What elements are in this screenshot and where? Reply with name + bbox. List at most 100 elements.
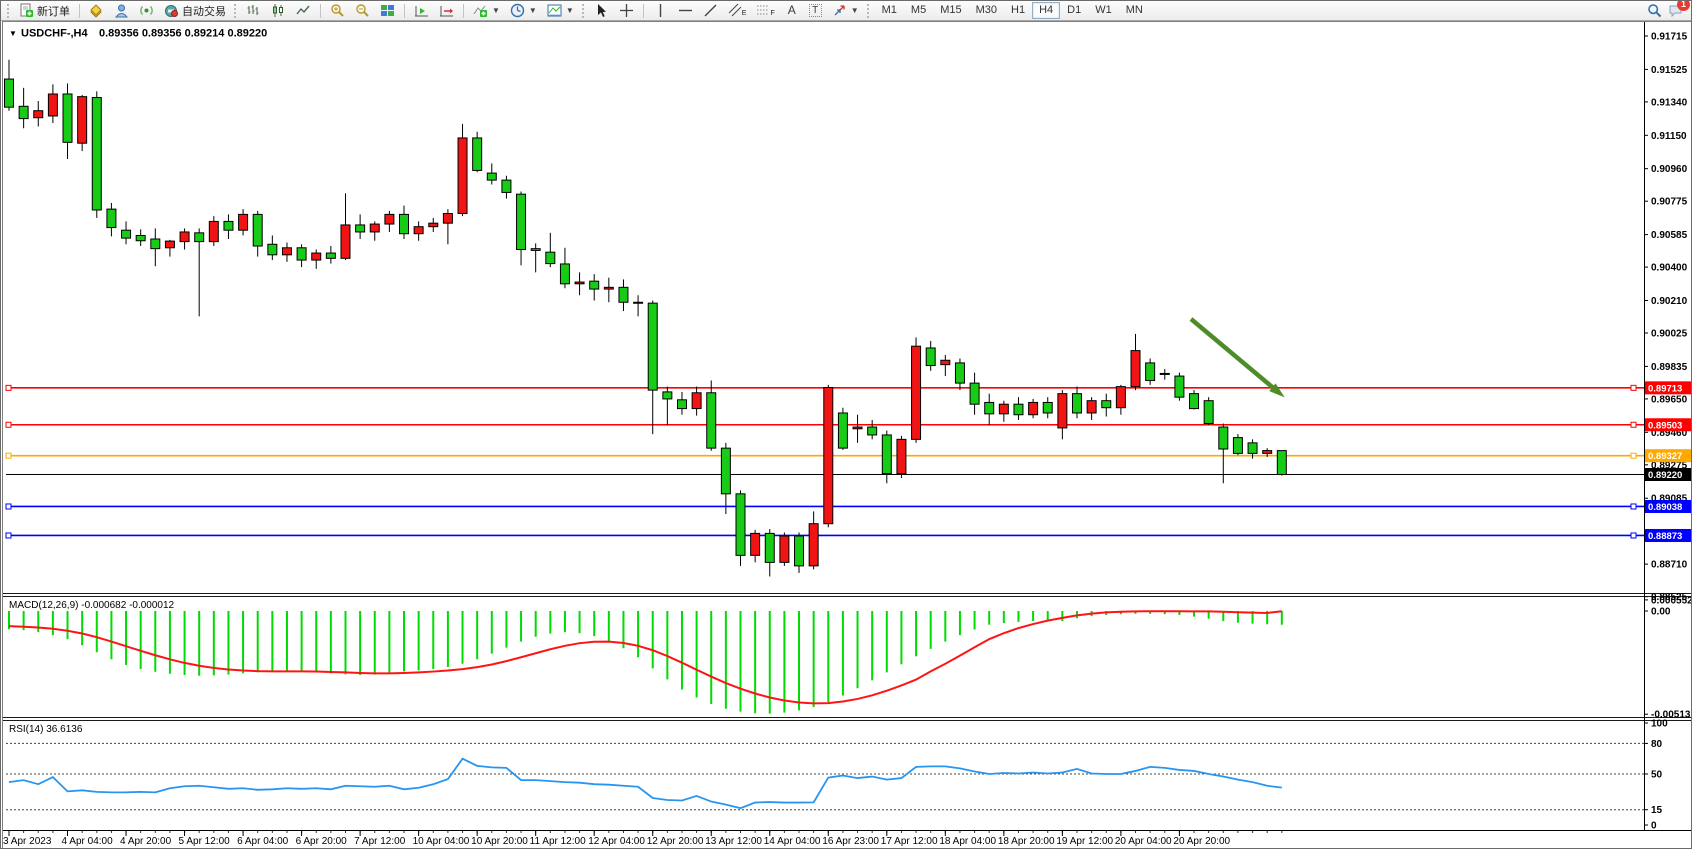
candle-bullish: [1057, 393, 1068, 429]
indicators-icon: [473, 5, 487, 17]
cursor-icon: [597, 4, 606, 17]
panel-separator[interactable]: [3, 593, 1691, 596]
line-anchor-marker[interactable]: [1630, 384, 1637, 391]
toolbar-grip[interactable]: [7, 3, 11, 18]
line-anchor-marker[interactable]: [5, 532, 12, 539]
line-anchor-marker[interactable]: [5, 384, 12, 391]
horizontal-line-button[interactable]: [674, 2, 697, 20]
toolbar-right-group: 1: [1647, 1, 1690, 18]
templates-icon: [547, 4, 562, 17]
chart-candlesticks-button[interactable]: [267, 2, 290, 20]
symbol-dropdown-icon: ▼: [9, 29, 17, 38]
candle-bearish: [589, 280, 600, 290]
cursor-button[interactable]: [590, 2, 613, 20]
equidistant-channel-button[interactable]: E: [724, 2, 751, 20]
line-anchor-marker[interactable]: [1630, 532, 1637, 539]
arrows-button[interactable]: ▼: [828, 2, 863, 20]
candle-bullish: [33, 110, 44, 119]
candle-bullish: [779, 535, 790, 563]
candle-bullish: [238, 213, 249, 231]
candle-bullish: [340, 224, 351, 259]
vertical-line-button[interactable]: [649, 2, 672, 20]
time-scale-label: 7 Apr 12:00: [354, 836, 406, 847]
fibonacci-icon: [757, 5, 769, 15]
toolbar-grip[interactable]: [866, 3, 871, 18]
candle-bullish: [369, 223, 380, 233]
chart-bars-button[interactable]: [242, 2, 265, 20]
toolbar-grip[interactable]: [234, 3, 238, 18]
chart-shift-button[interactable]: [435, 2, 458, 20]
candle-bullish: [896, 438, 907, 475]
timeframe-button-d1[interactable]: D1: [1067, 4, 1082, 16]
trendline-icon: [704, 4, 717, 17]
timeframe-button-h1[interactable]: H1: [1011, 4, 1026, 16]
quotes-button[interactable]: [85, 2, 108, 20]
templates-button[interactable]: ▼: [543, 2, 578, 20]
candle-bullish: [208, 220, 219, 243]
line-anchor-marker[interactable]: [1630, 452, 1637, 459]
candle-bearish: [984, 401, 995, 415]
tile-windows-button[interactable]: [376, 2, 399, 20]
candle-bullish: [998, 403, 1009, 415]
profiles-button[interactable]: [110, 2, 133, 20]
auto-scroll-button[interactable]: [410, 2, 433, 20]
fibonacci-button[interactable]: F: [752, 2, 778, 20]
price-scale-label: 0.90025: [1651, 329, 1688, 340]
candle-bullish: [808, 523, 819, 567]
candle-bearish: [194, 232, 205, 243]
timeframe-button-h4[interactable]: H4: [1032, 2, 1061, 19]
timeframe-button-m15[interactable]: M15: [940, 4, 962, 16]
search-icon[interactable]: [1647, 3, 1662, 18]
candle-bullish: [281, 247, 292, 256]
periods-button[interactable]: ▼: [506, 2, 541, 20]
chart-line-button[interactable]: [292, 2, 315, 20]
timeframe-button-m1[interactable]: M1: [881, 4, 897, 16]
timeframe-button-m30[interactable]: M30: [975, 4, 998, 16]
price-scale-label: 0.91715: [1651, 32, 1688, 43]
line-anchor-marker[interactable]: [1630, 503, 1637, 510]
zoom-in-button[interactable]: [326, 2, 349, 20]
indicators-button[interactable]: ▼: [469, 2, 504, 20]
candle-bullish: [1115, 386, 1126, 409]
candle-bullish: [413, 226, 424, 235]
text-button[interactable]: A: [781, 2, 803, 20]
candle-bearish: [91, 97, 102, 211]
candle-bearish: [559, 263, 570, 285]
toolbar-grip[interactable]: [581, 3, 586, 18]
candle-bearish: [121, 229, 132, 239]
zoom-out-button[interactable]: [351, 2, 374, 20]
candle-bearish: [325, 252, 336, 259]
notifications-button[interactable]: 1: [1668, 1, 1690, 18]
trend-arrow[interactable]: [1189, 317, 1279, 393]
text-label-button[interactable]: T: [805, 2, 826, 20]
new-order-button[interactable]: 新订单: [15, 2, 74, 20]
candle-bullish: [823, 387, 834, 525]
timeframe-button-mn[interactable]: MN: [1125, 4, 1143, 16]
rsi-scale-label: 0: [1651, 821, 1657, 832]
crosshair-button[interactable]: [615, 2, 638, 20]
line-anchor-marker[interactable]: [5, 503, 12, 510]
signals-button[interactable]: [135, 2, 158, 20]
timeframe-button-m5[interactable]: M5: [910, 4, 927, 16]
line-price-label: 0.88873: [1648, 531, 1682, 542]
time-scale-label: 11 Apr 12:00: [530, 836, 586, 847]
line-price-label-box: [1645, 381, 1691, 395]
trendline-button[interactable]: [699, 2, 722, 20]
autotrading-button[interactable]: 自动交易: [160, 2, 230, 20]
new-order-icon: [20, 3, 33, 17]
line-anchor-marker[interactable]: [1630, 421, 1637, 428]
timeframe-button-w1[interactable]: W1: [1095, 4, 1112, 16]
arrows-icon: [834, 5, 845, 16]
horizontal-line-icon: [678, 9, 692, 12]
line-anchor-marker[interactable]: [5, 421, 12, 428]
price-scale-label: 0.90960: [1651, 164, 1688, 175]
panel-separator[interactable]: [3, 717, 1691, 720]
fibo-glyph: F: [770, 10, 775, 17]
candle-bearish: [1101, 400, 1112, 409]
time-scale-label: 12 Apr 20:00: [647, 836, 704, 847]
line-anchor-marker[interactable]: [5, 452, 12, 459]
candle-bullish: [442, 213, 453, 224]
candle-bearish: [662, 391, 673, 400]
candle-bearish: [837, 412, 848, 449]
